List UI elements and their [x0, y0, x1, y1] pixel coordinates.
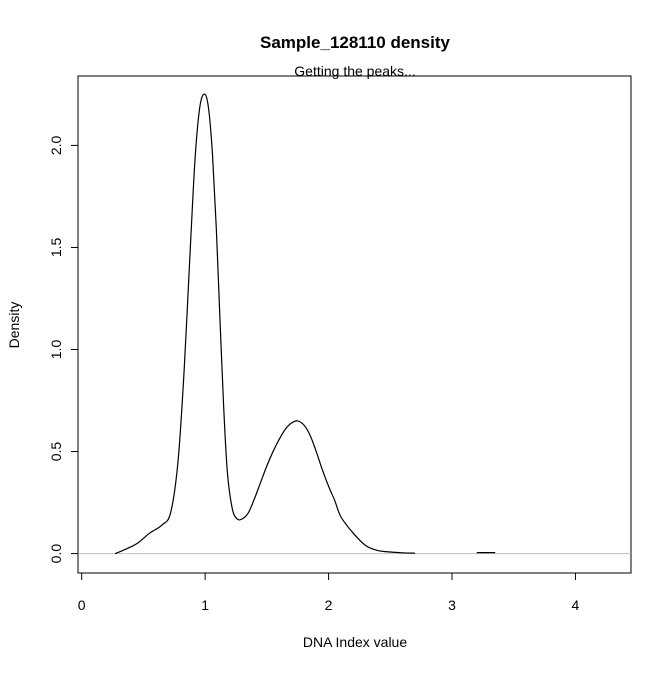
x-tick-label: 2	[325, 597, 333, 613]
data-point	[223, 406, 224, 407]
x-tick-label: 1	[201, 597, 209, 613]
data-point	[161, 524, 162, 525]
data-point	[340, 516, 341, 517]
x-tick-label: 3	[448, 597, 456, 613]
y-axis-label: Density	[6, 302, 22, 349]
data-point	[272, 451, 273, 452]
data-point	[219, 318, 220, 319]
y-tick-label: 1.0	[48, 340, 64, 360]
data-point	[200, 104, 201, 105]
data-point	[232, 508, 233, 509]
chart-title: Sample_128110 density	[260, 33, 451, 52]
x-tick-label: 4	[572, 597, 580, 613]
density-curve-1	[114, 93, 416, 555]
data-point	[316, 451, 317, 452]
data-point	[237, 518, 238, 519]
x-axis-label: DNA Index value	[303, 634, 407, 650]
data-point	[242, 518, 243, 519]
data-point	[303, 424, 304, 425]
y-axis: 0.0 0.5 1.0 1.5 2.0	[48, 135, 79, 564]
data-point	[195, 155, 196, 156]
y-tick-label: 0.0	[48, 544, 64, 564]
plot-area	[78, 93, 631, 555]
y-tick-label: 1.5	[48, 238, 64, 258]
data-point	[353, 533, 354, 534]
plot-frame	[77, 75, 632, 574]
chart-subtitle: Getting the peaks...	[294, 63, 415, 79]
data-point	[291, 422, 292, 423]
data-point	[476, 552, 477, 553]
data-point	[137, 543, 138, 544]
data-point	[114, 553, 115, 554]
data-point	[260, 482, 261, 483]
data-point	[285, 429, 286, 430]
y-tick-label: 2.0	[48, 135, 64, 155]
data-point	[279, 439, 280, 440]
data-point	[190, 247, 191, 248]
data-point	[170, 512, 171, 513]
data-point	[254, 498, 255, 499]
data-point	[309, 435, 310, 436]
data-point	[149, 533, 150, 534]
data-point	[208, 110, 209, 111]
y-tick-label: 0.5	[48, 442, 64, 462]
data-point	[205, 94, 206, 95]
data-point	[402, 552, 403, 553]
data-point	[365, 545, 366, 546]
data-point	[266, 465, 267, 466]
x-axis: 0 1 2 3 4	[78, 572, 580, 613]
data-point	[177, 461, 178, 462]
data-point	[227, 471, 228, 472]
data-point	[377, 550, 378, 551]
data-point	[414, 553, 415, 554]
data-point	[334, 500, 335, 501]
data-point	[124, 549, 125, 550]
data-point	[322, 469, 323, 470]
data-point	[297, 420, 298, 421]
data-point	[328, 486, 329, 487]
data-point	[216, 226, 217, 227]
data-point	[248, 512, 249, 513]
data-point	[495, 552, 496, 553]
data-point	[212, 155, 213, 156]
x-tick-label: 0	[78, 597, 86, 613]
data-point	[390, 551, 391, 552]
data-point	[184, 369, 185, 370]
